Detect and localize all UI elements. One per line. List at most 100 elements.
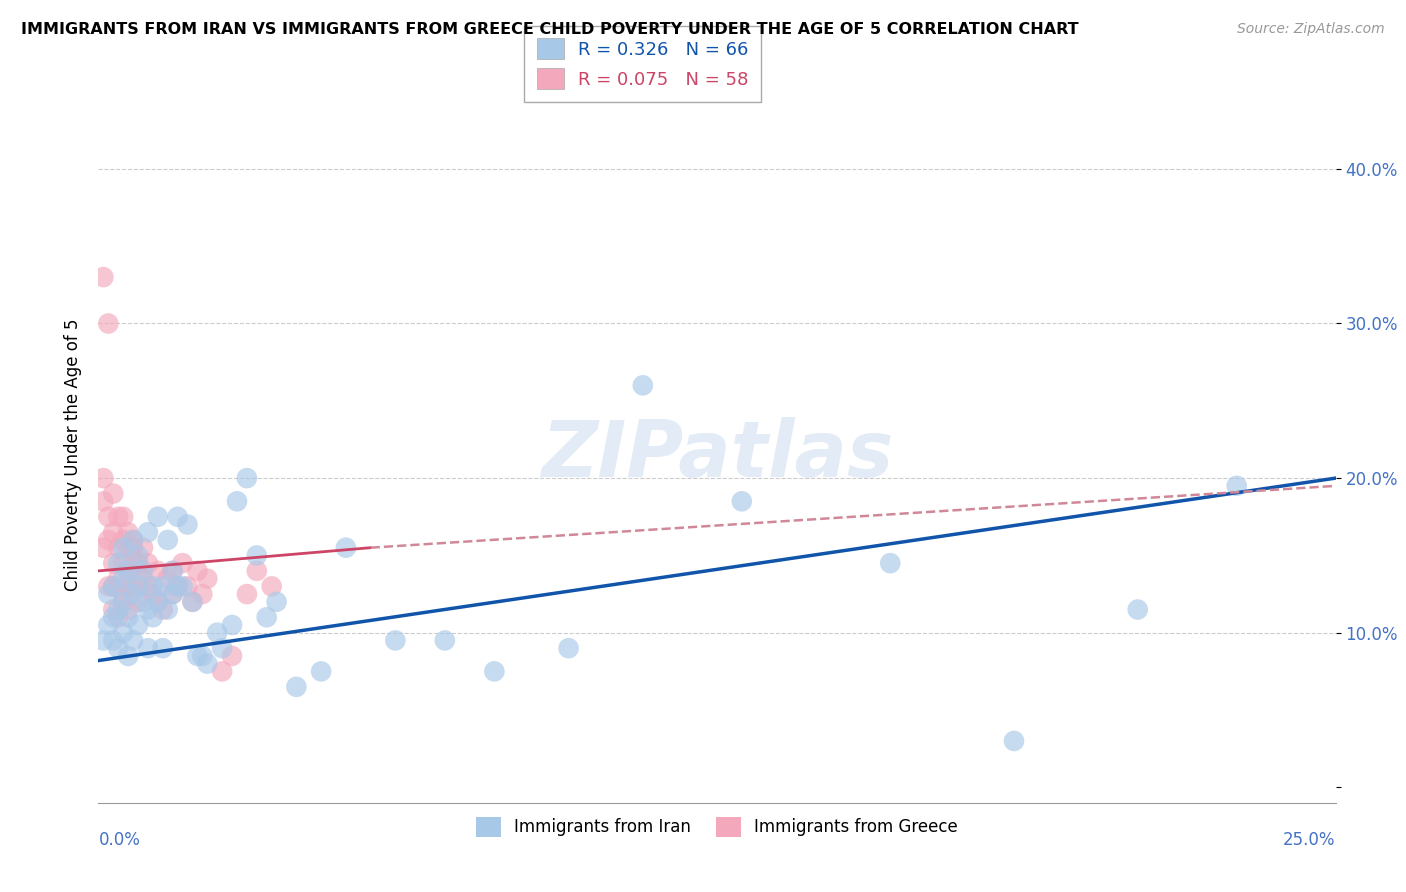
Point	[97, 618, 120, 632]
Point	[195, 657, 218, 671]
Point	[112, 625, 135, 640]
Point	[146, 595, 169, 609]
Point	[127, 549, 149, 563]
Point	[162, 587, 184, 601]
Point	[93, 270, 115, 285]
Point	[136, 641, 159, 656]
Point	[103, 610, 125, 624]
Point	[172, 579, 194, 593]
Point	[117, 541, 139, 555]
Point	[142, 610, 165, 624]
Point	[117, 564, 139, 578]
Text: 25.0%: 25.0%	[1284, 830, 1336, 848]
Point	[146, 564, 169, 578]
Point	[221, 618, 243, 632]
Point	[136, 525, 159, 540]
Point	[97, 533, 120, 547]
Point	[127, 595, 149, 609]
Y-axis label: Child Poverty Under the Age of 5: Child Poverty Under the Age of 5	[63, 318, 82, 591]
Point	[97, 579, 120, 593]
Point	[93, 633, 115, 648]
Point	[181, 595, 204, 609]
Point	[879, 556, 901, 570]
Point	[117, 564, 139, 578]
Point	[1002, 734, 1025, 748]
Point	[132, 564, 155, 578]
Point	[117, 648, 139, 663]
Point	[146, 509, 169, 524]
Point	[191, 587, 214, 601]
Point	[122, 579, 145, 593]
Point	[117, 602, 139, 616]
Point	[117, 579, 139, 593]
Point	[107, 509, 129, 524]
Point	[211, 665, 233, 679]
Point	[186, 564, 208, 578]
Point	[146, 595, 169, 609]
Point	[107, 556, 129, 570]
Point	[246, 564, 269, 578]
Point	[136, 602, 159, 616]
Point	[260, 579, 283, 593]
Point	[97, 317, 120, 331]
Point	[122, 633, 145, 648]
Point	[176, 579, 198, 593]
Point	[97, 587, 120, 601]
Point	[152, 602, 174, 616]
Point	[195, 572, 218, 586]
Point	[127, 556, 149, 570]
Point	[236, 471, 259, 485]
Point	[142, 579, 165, 593]
Point	[93, 494, 115, 508]
Point	[132, 541, 155, 555]
Point	[122, 541, 145, 555]
Legend: Immigrants from Iran, Immigrants from Greece: Immigrants from Iran, Immigrants from Gr…	[470, 811, 965, 843]
Point	[226, 494, 249, 508]
Point	[97, 509, 120, 524]
Point	[166, 579, 188, 593]
Point	[166, 509, 188, 524]
Point	[103, 579, 125, 593]
Point	[152, 579, 174, 593]
Point	[103, 602, 125, 616]
Point	[1126, 602, 1149, 616]
Point	[731, 494, 754, 508]
Point	[103, 486, 125, 500]
Point	[93, 541, 115, 555]
Point	[117, 525, 139, 540]
Text: Source: ZipAtlas.com: Source: ZipAtlas.com	[1237, 22, 1385, 37]
Point	[103, 525, 125, 540]
Point	[256, 610, 278, 624]
Point	[266, 595, 288, 609]
Point	[156, 533, 179, 547]
Point	[122, 533, 145, 547]
Point	[103, 556, 125, 570]
Point	[112, 533, 135, 547]
Point	[127, 564, 149, 578]
Point	[107, 572, 129, 586]
Point	[112, 509, 135, 524]
Point	[107, 610, 129, 624]
Point	[107, 602, 129, 616]
Point	[136, 579, 159, 593]
Point	[122, 549, 145, 563]
Point	[93, 471, 115, 485]
Point	[112, 595, 135, 609]
Point	[162, 587, 184, 601]
Point	[176, 517, 198, 532]
Point	[205, 625, 228, 640]
Point	[127, 579, 149, 593]
Point	[107, 641, 129, 656]
Point	[156, 602, 179, 616]
Point	[191, 648, 214, 663]
Point	[112, 572, 135, 586]
Text: IMMIGRANTS FROM IRAN VS IMMIGRANTS FROM GREECE CHILD POVERTY UNDER THE AGE OF 5 : IMMIGRANTS FROM IRAN VS IMMIGRANTS FROM …	[21, 22, 1078, 37]
Point	[107, 541, 129, 555]
Point	[132, 572, 155, 586]
Point	[433, 633, 456, 648]
Point	[181, 595, 204, 609]
Point	[156, 572, 179, 586]
Point	[335, 541, 357, 555]
Point	[152, 641, 174, 656]
Point	[112, 595, 135, 609]
